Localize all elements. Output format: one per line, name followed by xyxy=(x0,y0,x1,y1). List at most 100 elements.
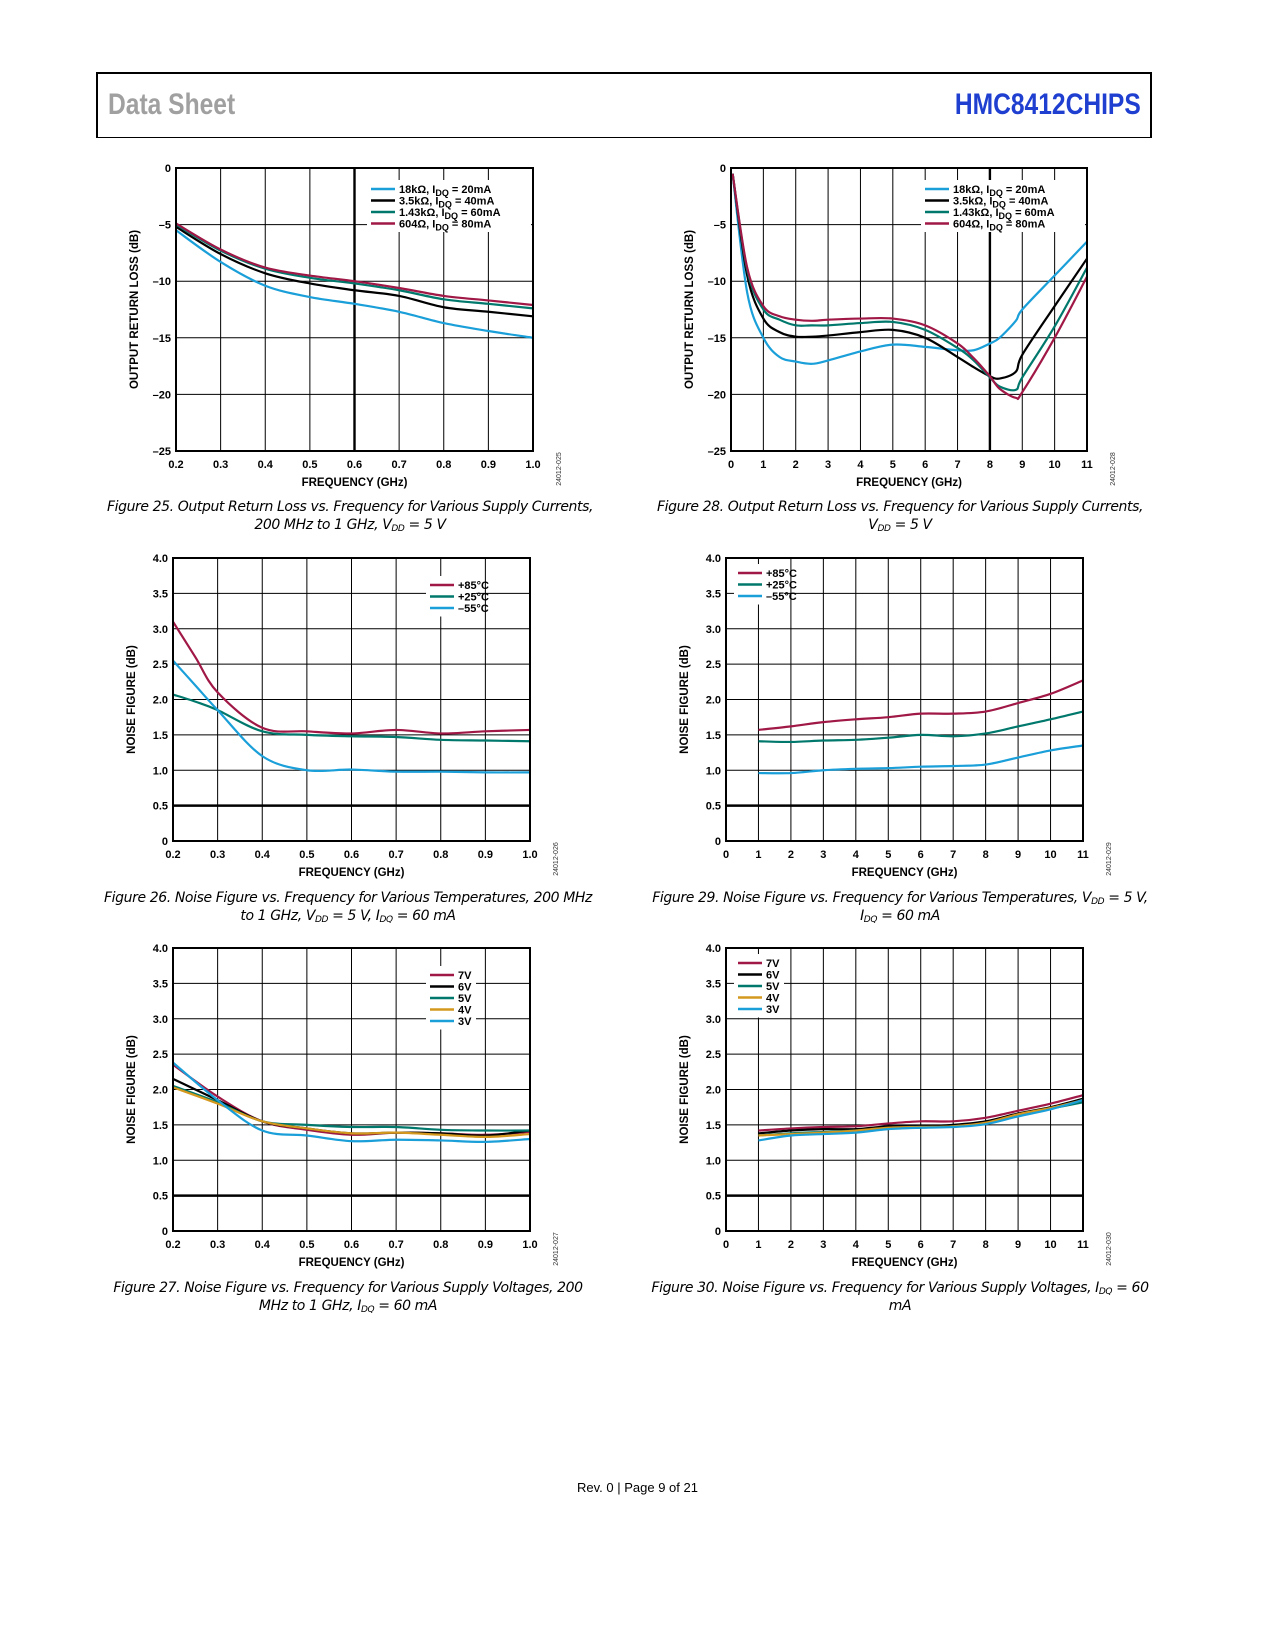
x-tick-label: 9 xyxy=(1015,1239,1021,1251)
x-tick-label: 5 xyxy=(885,1239,891,1251)
x-tick-label: 11 xyxy=(1081,459,1093,471)
document-type: Data Sheet xyxy=(108,88,236,121)
series-line xyxy=(731,173,1088,401)
plot-frame xyxy=(730,167,1088,452)
y-tick-label: 2.5 xyxy=(706,659,721,671)
legend-label: 1.43kΩ, IDQ = 60mA xyxy=(399,207,501,221)
chart-fig27: 0.2 0.3 0.4 0.5 0.6 0.7 0.8 0.9 1.0 0 0.5 1.0 1.5 2.0… xyxy=(126,943,560,1269)
y-axis-label: OUTPUT RETURN LOSS (dB) xyxy=(129,230,141,389)
x-tick-label: 0.3 xyxy=(210,1239,225,1251)
legend-label: 5V xyxy=(766,981,780,993)
y-tick-label: –10 xyxy=(708,276,726,288)
legend-label: 4V xyxy=(458,1005,472,1017)
x-tick-label: 8 xyxy=(983,849,989,861)
y-tick-label: 4.0 xyxy=(706,943,721,955)
x-tick-label: 5 xyxy=(890,459,896,471)
y-tick-label: 0.5 xyxy=(153,801,168,813)
legend: +85°C+25°C–55°C xyxy=(426,576,489,617)
x-tick-label: 2 xyxy=(788,1239,794,1251)
legend-label: 3.5kΩ, IDQ = 40mA xyxy=(953,196,1048,210)
y-tick-label: 0 xyxy=(162,836,168,848)
x-tick-label: 0.2 xyxy=(168,459,183,471)
series-line xyxy=(758,744,1084,775)
legend-label: 18kΩ, IDQ = 20mA xyxy=(953,184,1045,198)
series-line xyxy=(175,222,534,307)
part-number: HMC8412CHIPS xyxy=(955,88,1141,121)
y-tick-label: 3.5 xyxy=(153,588,168,600)
x-tick-label: 0.5 xyxy=(302,459,317,471)
y-axis-label: NOISE FIGURE (dB) xyxy=(126,645,138,754)
y-tick-label: 4.0 xyxy=(153,943,168,955)
y-tick-label: –10 xyxy=(153,276,171,288)
header-box xyxy=(96,72,1152,138)
y-tick-label: 2.0 xyxy=(706,695,721,707)
series-line xyxy=(175,229,534,339)
figure-id: 24012-029 xyxy=(1106,842,1113,876)
legend-label: 3V xyxy=(458,1016,472,1028)
chart-fig26: 0.2 0.3 0.4 0.5 0.6 0.7 0.8 0.9 1.0 0 0.5 1.0 1.5 2.0… xyxy=(126,553,560,879)
x-tick-label: 3 xyxy=(820,849,826,861)
y-tick-label: 3.5 xyxy=(153,978,168,990)
series-line xyxy=(172,1061,531,1143)
x-tick-label: 0.5 xyxy=(299,1239,314,1251)
x-tick-label: 4 xyxy=(857,459,864,471)
y-tick-label: 2.0 xyxy=(153,1085,168,1097)
plot-frame xyxy=(172,947,531,1232)
y-tick-label: 1.0 xyxy=(706,1155,721,1167)
x-tick-label: 0 xyxy=(723,849,729,861)
x-tick-label: 9 xyxy=(1015,849,1021,861)
y-tick-label: –25 xyxy=(708,446,726,458)
x-tick-label: 5 xyxy=(885,849,891,861)
y-tick-label: 1.5 xyxy=(706,1120,721,1132)
x-tick-label: 6 xyxy=(918,1239,924,1251)
figure-caption: Figure 27. Noise Figure vs. Frequency fo… xyxy=(113,1280,583,1315)
y-tick-label: 1.0 xyxy=(706,765,721,777)
series-line xyxy=(758,1094,1084,1132)
series-line xyxy=(172,693,531,743)
x-tick-label: 0.7 xyxy=(388,1239,403,1251)
x-tick-label: 10 xyxy=(1049,459,1061,471)
x-tick-label: 3 xyxy=(820,1239,826,1251)
figure-caption: Figure 25. Output Return Loss vs. Freque… xyxy=(106,499,594,534)
legend-label: 604Ω, IDQ = 80mA xyxy=(953,219,1045,233)
y-tick-label: 3.0 xyxy=(706,624,721,636)
x-axis-label: FREQUENCY (GHz) xyxy=(852,867,958,879)
legend-label: 7V xyxy=(766,958,780,970)
y-tick-label: 3.5 xyxy=(706,978,721,990)
series-line xyxy=(731,173,1088,365)
x-tick-label: 0.6 xyxy=(344,849,359,861)
series-line xyxy=(758,679,1084,732)
y-tick-label: 4.0 xyxy=(153,553,168,565)
series-line xyxy=(731,173,1088,392)
legend-label: 1.43kΩ, IDQ = 60mA xyxy=(953,207,1055,221)
y-tick-label: –20 xyxy=(153,389,171,401)
y-tick-label: –5 xyxy=(714,220,726,232)
x-tick-label: 0.2 xyxy=(165,849,180,861)
series-line xyxy=(758,1099,1084,1142)
y-tick-label: –25 xyxy=(153,446,171,458)
x-tick-label: 2 xyxy=(793,459,799,471)
legend-label: 6V xyxy=(766,970,780,982)
x-tick-label: 1 xyxy=(760,459,766,471)
y-tick-label: 4.0 xyxy=(706,553,721,565)
y-tick-label: 1.5 xyxy=(706,730,721,742)
y-tick-label: –15 xyxy=(153,333,171,345)
y-tick-label: 1.5 xyxy=(153,730,168,742)
y-tick-label: 1.0 xyxy=(153,765,168,777)
legend-label: 7V xyxy=(458,970,472,982)
x-tick-label: 0.6 xyxy=(347,459,362,471)
legend-label: 3.5kΩ, IDQ = 40mA xyxy=(399,196,494,210)
figure-caption: Figure 29. Noise Figure vs. Frequency fo… xyxy=(652,890,1148,925)
legend-label: 3V xyxy=(766,1004,780,1016)
chart-fig30: 0 1 2 3 4 5 6 7 8 9 10 11 0 0.5 1.0 1.5 2.0 2.5 3.0 3.5 4.0 7… xyxy=(679,943,1113,1269)
x-tick-label: 0.7 xyxy=(388,849,403,861)
legend-label: 6V xyxy=(458,982,472,994)
x-tick-label: 1.0 xyxy=(525,459,540,471)
figure-id: 24012-025 xyxy=(556,452,563,486)
y-tick-label: 3.0 xyxy=(706,1014,721,1026)
y-tick-label: 2.5 xyxy=(153,1049,168,1061)
y-tick-label: 0 xyxy=(165,163,171,175)
